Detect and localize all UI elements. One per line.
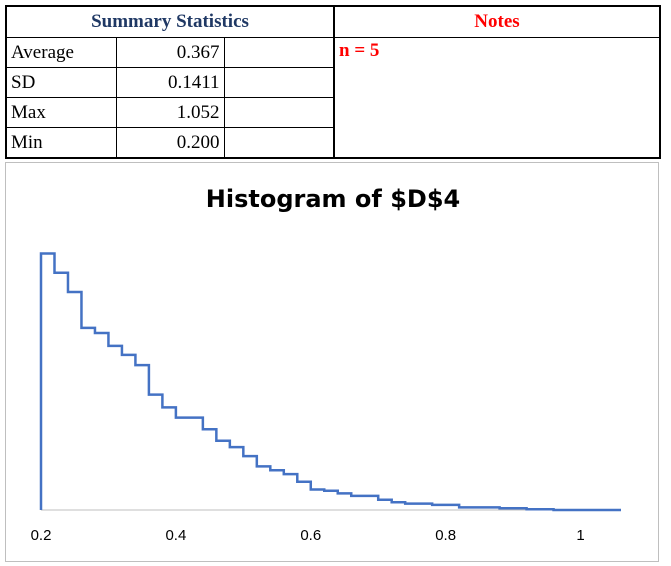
empty-cell[interactable] — [223, 37, 335, 68]
histogram-series-line[interactable] — [39, 252, 621, 512]
stat-label-sd[interactable]: SD — [5, 67, 117, 98]
stat-label-average[interactable]: Average — [5, 37, 117, 68]
stat-value-sd[interactable]: 0.1411 — [115, 67, 225, 98]
chart-plot-area: 0.2 0.4 0.6 0.8 1 — [31, 252, 621, 544]
histogram-chart[interactable]: Histogram of $D$4 0.2 0.4 0.6 0.8 1 — [5, 162, 659, 562]
summary-notes-table: Summary Statistics Notes Average 0.367 n… — [5, 5, 661, 159]
notes-cell[interactable]: n = 5 — [333, 37, 661, 159]
empty-cell[interactable] — [223, 97, 335, 128]
stat-value-max[interactable]: 1.052 — [115, 97, 225, 128]
stat-label-min[interactable]: Min — [5, 127, 117, 159]
stat-value-min[interactable]: 0.200 — [115, 127, 225, 159]
spreadsheet-grid: Summary Statistics Notes Average 0.367 n… — [5, 5, 661, 162]
notes-header[interactable]: Notes — [333, 5, 661, 38]
chart-title: Histogram of $D$4 — [205, 185, 461, 213]
x-tick-label: 0.4 — [165, 527, 186, 544]
stat-label-max[interactable]: Max — [5, 97, 117, 128]
summary-statistics-header[interactable]: Summary Statistics — [5, 5, 335, 38]
x-tick-label: 1 — [576, 527, 584, 544]
empty-cell[interactable] — [223, 127, 335, 159]
x-tick-label: 0.8 — [435, 527, 456, 544]
stat-value-average[interactable]: 0.367 — [115, 37, 225, 68]
x-tick-label: 0.6 — [300, 527, 321, 544]
x-tick-label: 0.2 — [31, 527, 52, 544]
empty-cell[interactable] — [223, 67, 335, 98]
